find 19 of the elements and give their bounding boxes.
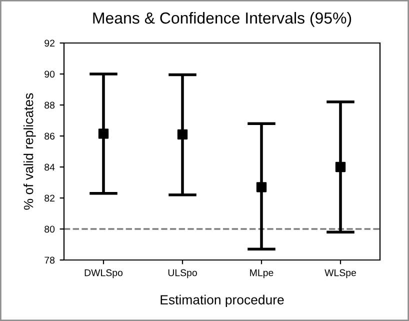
y-tick-label: 82 — [44, 194, 54, 202]
y-tick-label: 80 — [44, 226, 55, 233]
y-tick-label: 90 — [44, 70, 55, 78]
point — [335, 162, 346, 172]
y-axis-title: % of valid replicates — [24, 93, 36, 210]
y-tick-label: 86 — [44, 132, 55, 140]
x-tick-label: MLpe — [250, 269, 274, 278]
point — [177, 129, 188, 140]
point — [256, 182, 267, 192]
y-tick-label: 84 — [44, 164, 55, 171]
y-tick-label: 92 — [44, 40, 54, 47]
point — [98, 128, 109, 139]
x-axis-title: Estimation procedure — [160, 294, 284, 308]
x-tick-label: WLSpe — [324, 269, 356, 278]
y-tick-label: 88 — [44, 102, 55, 109]
x-tick-label: DWLSpo — [84, 269, 123, 278]
chart-title: Means & Confidence Intervals (95%) — [93, 12, 352, 27]
x-tick-label: ULSpo — [168, 269, 197, 278]
y-tick-label: 78 — [44, 256, 55, 264]
